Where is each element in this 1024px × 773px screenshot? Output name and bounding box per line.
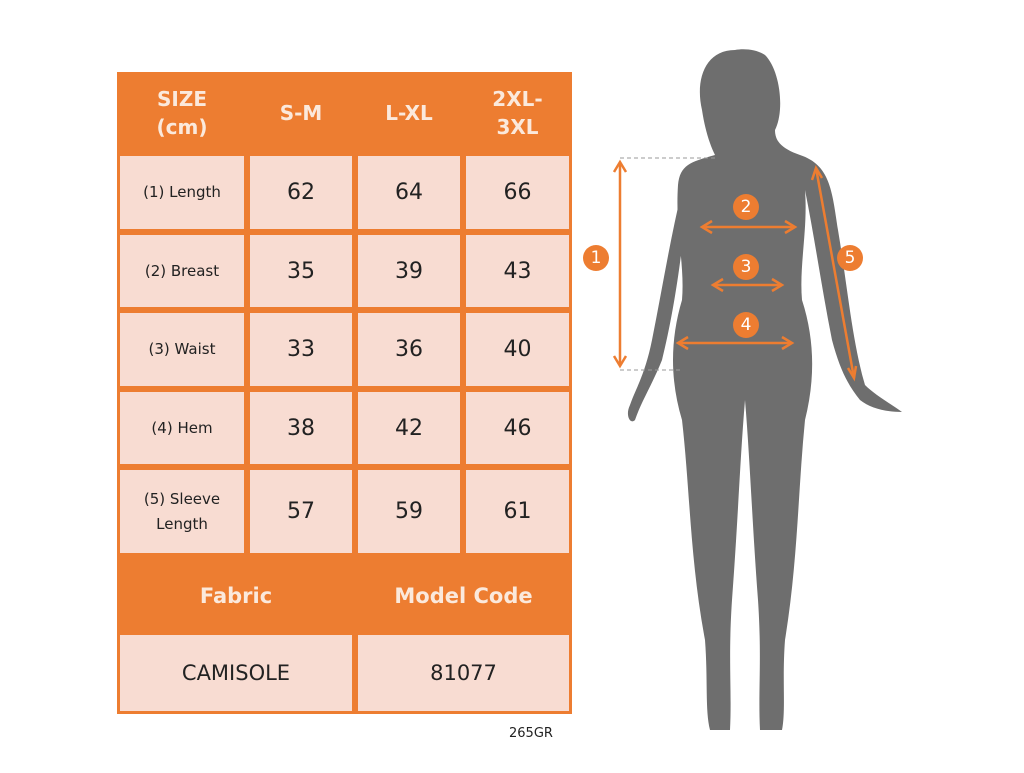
silhouette [627, 49, 902, 731]
header-s-m: S-M [279, 100, 323, 125]
row-label: (3) Waist [120, 313, 244, 386]
size-value-cell: 61 [466, 470, 569, 553]
size-chart-table: SIZE (cm) S-M L-XL 2XL- 3XL (1) Length 62… [117, 72, 572, 714]
svg-text:5: 5 [845, 248, 856, 268]
size-value-cell: 59 [358, 470, 460, 553]
product-code: 265GR [509, 726, 553, 741]
row-label: (5) Sleeve Length [120, 470, 244, 553]
svg-text:3: 3 [741, 257, 752, 277]
svg-text:2: 2 [741, 197, 752, 217]
measure-marker-2: 2 [733, 194, 759, 220]
svg-text:1: 1 [591, 248, 602, 268]
size-value-cell: 40 [466, 313, 569, 386]
header-size: SIZE (cm) [156, 86, 208, 139]
row-label: (4) Hem [120, 392, 244, 464]
body-silhouette-figure: 1 2 3 4 5 [583, 49, 902, 731]
size-value-cell: 43 [466, 235, 569, 307]
header-2xl-3xl: 2XL- 3XL [492, 86, 543, 139]
size-value-cell: 38 [250, 392, 352, 464]
size-value-cell: 62 [250, 156, 352, 229]
fabric-value: CAMISOLE [120, 635, 352, 711]
svg-text:4: 4 [741, 315, 752, 335]
size-value-cell: 36 [358, 313, 460, 386]
row-label: (1) Length [120, 156, 244, 229]
measure-marker-1: 1 [583, 245, 609, 271]
size-value-cell: 35 [250, 235, 352, 307]
measure-marker-5: 5 [837, 245, 863, 271]
size-value-cell: 64 [358, 156, 460, 229]
size-value-cell: 33 [250, 313, 352, 386]
size-value-cell: 46 [466, 392, 569, 464]
row-label: (2) Breast [120, 235, 244, 307]
size-value-cell: 42 [358, 392, 460, 464]
size-value-cell: 39 [358, 235, 460, 307]
header-fabric: Fabric [199, 583, 273, 608]
header-model-code: Model Code [394, 583, 533, 608]
size-value-cell: 66 [466, 156, 569, 229]
size-value-cell: 57 [250, 470, 352, 553]
measure-marker-4: 4 [733, 312, 759, 338]
measure-marker-3: 3 [733, 254, 759, 280]
header-l-xl: L-XL [385, 100, 433, 125]
model-code-value: 81077 [358, 635, 569, 711]
